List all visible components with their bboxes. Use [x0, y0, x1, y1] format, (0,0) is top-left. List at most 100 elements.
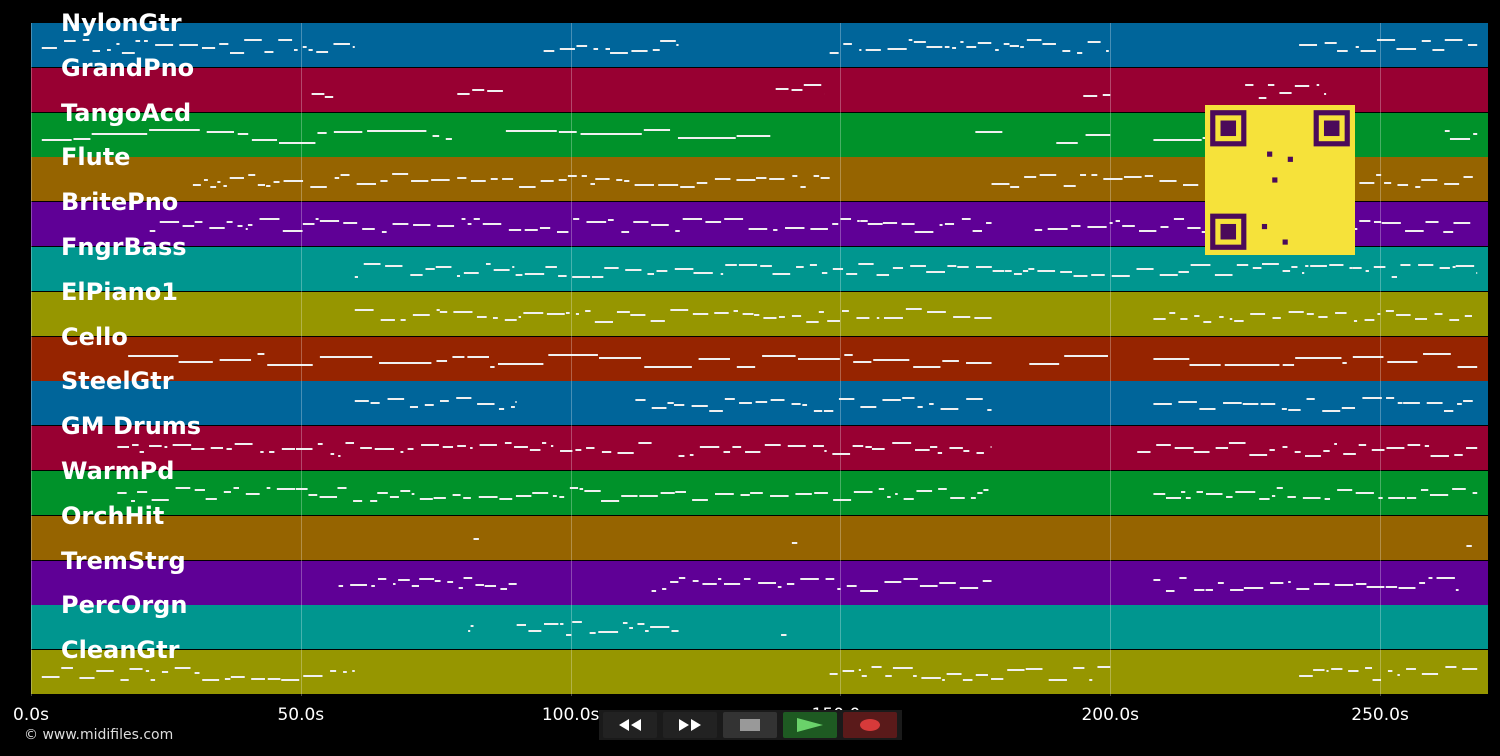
- track-divider: [31, 67, 1488, 68]
- note: [1365, 270, 1369, 272]
- note: [1355, 492, 1374, 494]
- note: [777, 585, 782, 588]
- note: [1407, 444, 1421, 447]
- note: [841, 309, 849, 312]
- note: [1169, 311, 1176, 314]
- rewind-icon: [619, 719, 641, 731]
- track-lane[interactable]: [31, 650, 1488, 696]
- note: [1444, 183, 1460, 186]
- track-lane[interactable]: [31, 426, 1488, 472]
- note: [310, 186, 327, 189]
- track-notes: [41, 39, 1478, 54]
- note: [164, 446, 168, 449]
- note: [528, 630, 542, 633]
- track-lane[interactable]: [31, 247, 1488, 292]
- note: [677, 136, 736, 139]
- note: [226, 448, 232, 451]
- note: [1083, 94, 1098, 97]
- stop-button[interactable]: [723, 712, 777, 738]
- note: [638, 442, 652, 445]
- note: [953, 315, 971, 318]
- note: [651, 407, 667, 410]
- note: [678, 576, 686, 579]
- rewind-button[interactable]: [603, 712, 657, 738]
- note: [1279, 91, 1292, 94]
- note: [802, 404, 808, 407]
- track-lane[interactable]: [31, 515, 1488, 561]
- note: [260, 451, 264, 454]
- note: [467, 223, 472, 226]
- note: [1455, 265, 1475, 267]
- note: [319, 220, 340, 223]
- note: [1242, 403, 1259, 406]
- note: [360, 447, 372, 450]
- note: [1013, 273, 1022, 275]
- track-label: PercOrgn: [61, 591, 188, 620]
- note: [498, 408, 505, 411]
- note: [1159, 274, 1178, 276]
- track-notes: [117, 487, 1478, 502]
- note: [1364, 318, 1375, 321]
- track-lane[interactable]: [31, 336, 1488, 382]
- note: [714, 311, 729, 314]
- note: [132, 444, 139, 447]
- note: [237, 132, 249, 135]
- note: [490, 178, 498, 181]
- transport-controls: [599, 710, 902, 740]
- note: [82, 39, 90, 41]
- note: [1476, 272, 1478, 274]
- note: [1453, 222, 1471, 225]
- track-label: GM Drums: [61, 412, 202, 441]
- note: [792, 175, 798, 178]
- note: [857, 220, 860, 223]
- note: [970, 497, 976, 499]
- note: [887, 496, 891, 498]
- note: [1115, 220, 1120, 223]
- note: [674, 268, 694, 270]
- note: [192, 184, 201, 187]
- note: [589, 632, 596, 635]
- track-lane[interactable]: [31, 381, 1488, 427]
- play-button[interactable]: [783, 712, 837, 738]
- note: [1042, 43, 1056, 45]
- note: [1063, 185, 1076, 188]
- track-divider: [31, 425, 1488, 427]
- track-lane[interactable]: [31, 471, 1488, 516]
- qr-code-icon: [1205, 105, 1355, 255]
- note: [178, 360, 213, 363]
- note: [345, 442, 355, 445]
- note: [1087, 226, 1107, 229]
- note: [202, 679, 220, 682]
- note: [377, 492, 388, 494]
- note: [966, 361, 992, 364]
- note: [660, 492, 675, 494]
- note: [436, 308, 440, 311]
- note: [1272, 316, 1281, 319]
- note: [914, 231, 934, 234]
- track-lane[interactable]: [31, 23, 1488, 68]
- note: [381, 231, 387, 234]
- record-button[interactable]: [843, 712, 897, 738]
- note: [586, 447, 595, 450]
- note: [337, 487, 347, 489]
- track-lane[interactable]: [31, 291, 1488, 337]
- note: [1153, 138, 1202, 141]
- track-lane[interactable]: [31, 560, 1488, 606]
- note: [452, 355, 465, 358]
- track-lane[interactable]: [31, 605, 1488, 651]
- note: [1457, 365, 1478, 368]
- note: [605, 48, 611, 50]
- note: [356, 183, 376, 186]
- note: [470, 180, 486, 183]
- note: [458, 586, 463, 589]
- note: [257, 184, 265, 187]
- note: [1144, 175, 1154, 178]
- note: [1299, 675, 1313, 678]
- track-lane[interactable]: [31, 67, 1488, 113]
- note: [315, 218, 319, 221]
- note: [616, 179, 623, 182]
- fast-forward-button[interactable]: [663, 712, 717, 738]
- note: [634, 184, 654, 187]
- note: [598, 631, 619, 634]
- note: [915, 449, 930, 452]
